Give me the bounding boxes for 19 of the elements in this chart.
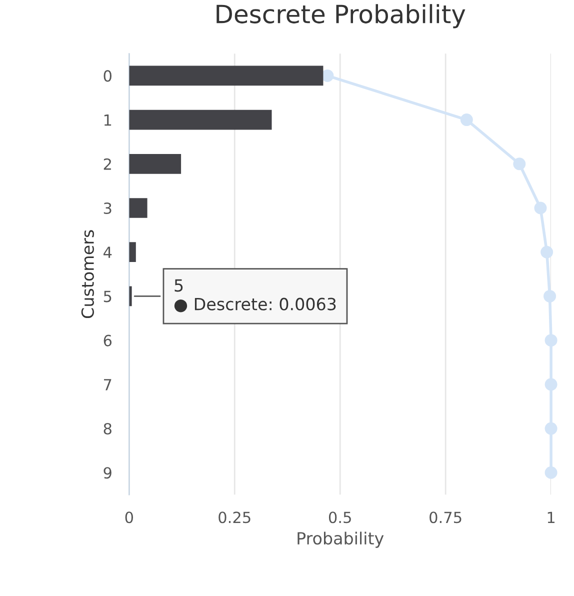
y-tick-label: 7 — [104, 379, 112, 390]
y-tick-label: 9 — [104, 467, 112, 479]
x-tick-label: 0 — [125, 512, 133, 524]
y-tick-label: 5 — [104, 290, 112, 302]
y-tick-label: 0 — [104, 70, 112, 82]
y-tick-label: 1 — [104, 114, 112, 126]
y-tick-label: 4 — [104, 246, 112, 258]
annotation: 5 ● Descrete: 0.0063 — [174, 279, 336, 312]
y-tick-label: 2 — [104, 158, 111, 170]
x-tick-label: 0.25 — [218, 512, 250, 524]
chart-title: Descrete Probability — [216, 4, 466, 28]
y-axis-title: Customers — [81, 230, 94, 318]
x-axis-title: Probability — [298, 532, 384, 548]
y-tick-label: 6 — [104, 334, 112, 346]
x-tick-label: 0.5 — [328, 512, 351, 524]
y-tick-label: 3 — [104, 202, 112, 214]
x-tick-label: 1 — [548, 512, 554, 523]
x-tick-label: 0.75 — [430, 512, 462, 524]
y-tick-label: 8 — [104, 422, 112, 435]
